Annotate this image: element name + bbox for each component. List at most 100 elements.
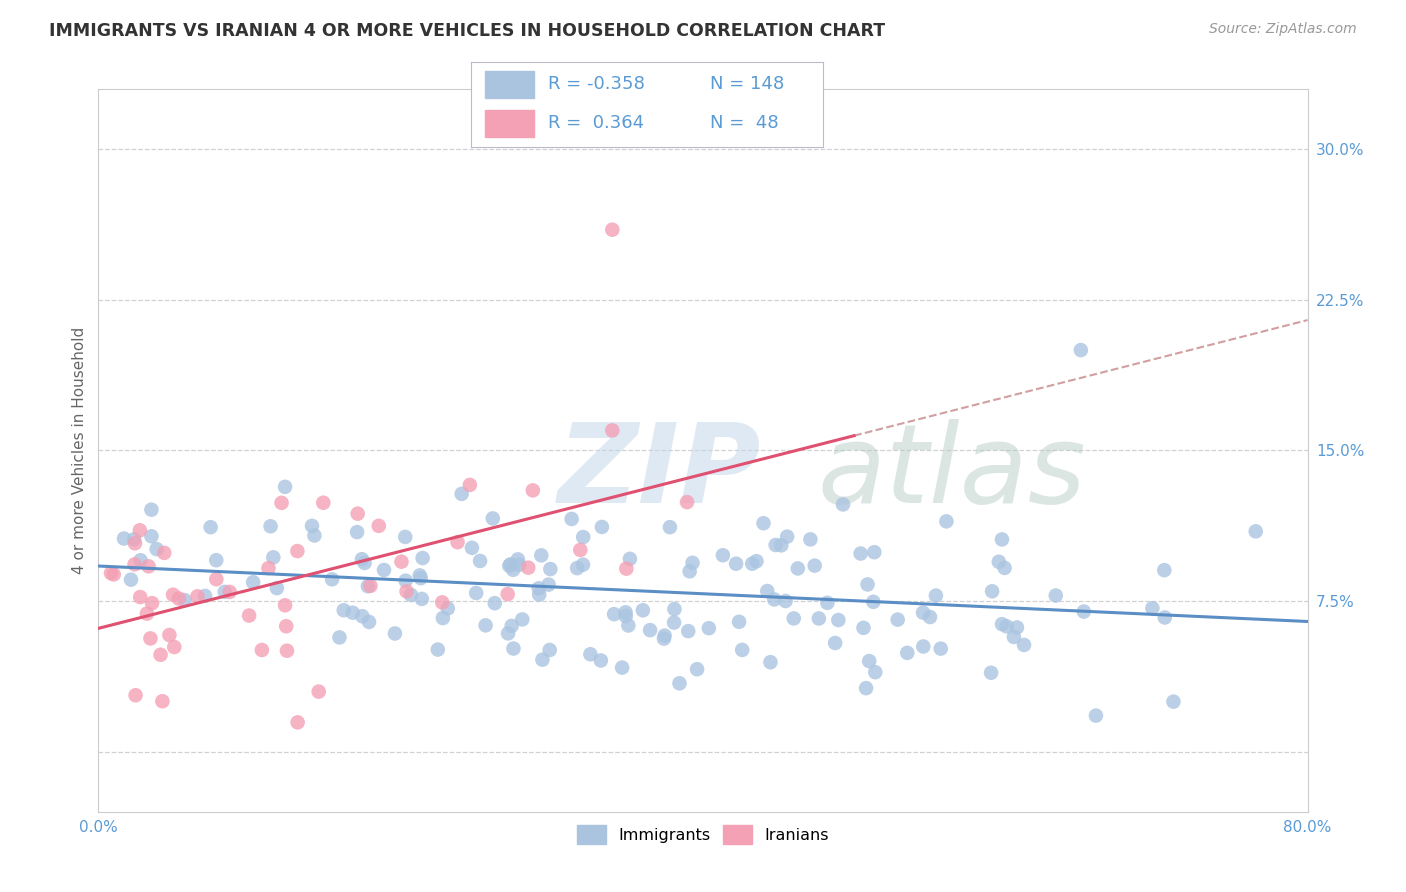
- Point: [912, 640, 935, 654]
- Point: [786, 561, 808, 575]
- Point: [432, 595, 454, 609]
- Point: [276, 644, 298, 658]
- Point: [765, 538, 787, 552]
- Point: [141, 596, 163, 610]
- Point: [173, 593, 195, 607]
- Point: [353, 556, 375, 570]
- Legend: Immigrants, Iranians: Immigrants, Iranians: [571, 819, 835, 851]
- Point: [855, 681, 877, 695]
- Point: [426, 642, 449, 657]
- Point: [631, 603, 654, 617]
- Point: [711, 548, 734, 562]
- Point: [775, 594, 797, 608]
- Point: [517, 560, 540, 574]
- Point: [450, 487, 472, 501]
- Point: [465, 586, 488, 600]
- Point: [572, 530, 595, 544]
- Point: [103, 567, 125, 582]
- Point: [412, 551, 434, 566]
- Point: [654, 629, 676, 643]
- Point: [676, 495, 699, 509]
- Point: [752, 516, 775, 531]
- Point: [980, 665, 1002, 680]
- Point: [328, 631, 350, 645]
- Point: [682, 556, 704, 570]
- Point: [312, 496, 335, 510]
- Point: [270, 496, 292, 510]
- Point: [506, 552, 529, 566]
- Point: [501, 619, 523, 633]
- Point: [1153, 610, 1175, 624]
- Text: R = -0.358: R = -0.358: [548, 76, 645, 94]
- Point: [262, 550, 284, 565]
- Point: [474, 618, 496, 632]
- Point: [409, 571, 432, 585]
- Point: [150, 694, 173, 708]
- Point: [458, 478, 481, 492]
- Point: [929, 641, 952, 656]
- Text: IMMIGRANTS VS IRANIAN 4 OR MORE VEHICLES IN HOUSEHOLD CORRELATION CHART: IMMIGRANTS VS IRANIAN 4 OR MORE VEHICLES…: [49, 22, 886, 40]
- Point: [807, 611, 830, 625]
- Point: [498, 558, 520, 573]
- Point: [731, 643, 754, 657]
- Point: [499, 558, 522, 572]
- Point: [849, 547, 872, 561]
- Point: [129, 590, 152, 604]
- Point: [728, 615, 751, 629]
- Point: [287, 544, 309, 558]
- Point: [274, 599, 297, 613]
- Point: [357, 579, 380, 593]
- Point: [304, 528, 326, 542]
- Point: [394, 530, 416, 544]
- Point: [994, 561, 1017, 575]
- Point: [896, 646, 918, 660]
- Point: [395, 574, 418, 588]
- Point: [167, 591, 190, 606]
- Point: [617, 618, 640, 632]
- Point: [162, 588, 184, 602]
- Point: [1045, 589, 1067, 603]
- Point: [502, 563, 524, 577]
- Point: [149, 648, 172, 662]
- Point: [981, 584, 1004, 599]
- Point: [569, 543, 592, 558]
- Point: [409, 568, 432, 582]
- Point: [124, 688, 146, 702]
- Text: N =  48: N = 48: [710, 114, 779, 132]
- Point: [510, 612, 533, 626]
- Point: [759, 655, 782, 669]
- Point: [391, 555, 413, 569]
- Point: [799, 533, 821, 547]
- Point: [935, 514, 957, 528]
- Text: ZIP: ZIP: [558, 418, 762, 525]
- Point: [461, 541, 484, 555]
- Text: Source: ZipAtlas.com: Source: ZipAtlas.com: [1209, 22, 1357, 37]
- Point: [803, 558, 825, 573]
- Point: [342, 606, 364, 620]
- Point: [496, 587, 519, 601]
- Point: [352, 609, 374, 624]
- Point: [128, 523, 150, 537]
- Point: [186, 590, 208, 604]
- Point: [436, 601, 458, 615]
- Point: [572, 558, 595, 572]
- Point: [527, 582, 550, 596]
- Point: [399, 588, 422, 602]
- Point: [257, 561, 280, 575]
- Point: [301, 519, 323, 533]
- Point: [991, 533, 1014, 547]
- Point: [259, 519, 281, 533]
- Y-axis label: 4 or more Vehicles in Household: 4 or more Vehicles in Household: [72, 326, 87, 574]
- Point: [250, 643, 273, 657]
- Point: [446, 535, 468, 549]
- Point: [662, 615, 685, 630]
- Point: [157, 628, 180, 642]
- Point: [619, 551, 641, 566]
- Point: [502, 641, 524, 656]
- Point: [664, 602, 686, 616]
- Point: [995, 619, 1018, 633]
- Point: [603, 607, 626, 621]
- Point: [481, 511, 503, 525]
- Point: [918, 610, 941, 624]
- Point: [1002, 630, 1025, 644]
